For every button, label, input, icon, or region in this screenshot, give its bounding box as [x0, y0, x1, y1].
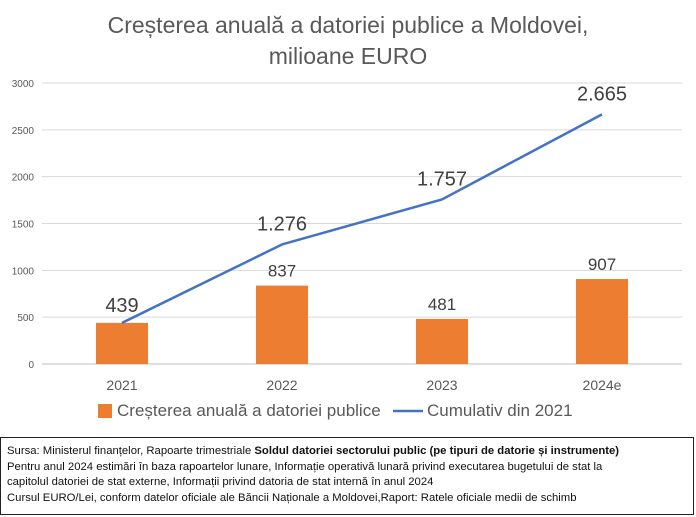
bar-value-label: 907 — [588, 255, 616, 274]
cumulative-line — [121, 113, 603, 325]
chart-area: Creșterea anuală a datoriei publice a Mo… — [0, 10, 696, 420]
note-line-4: Cursul EURO/Lei, conform datelor oficial… — [7, 491, 577, 504]
y-tick-label: 2500 — [12, 126, 35, 137]
y-tick-label: 3000 — [12, 79, 35, 90]
line-value-label: 2.665 — [577, 83, 627, 105]
chart-title: Creșterea anuală a datoriei publice a Mo… — [0, 10, 696, 72]
chart-title-line-2: milioane EURO — [268, 43, 428, 69]
note-line-3: capitolul datoriei de stat externe, Info… — [7, 476, 434, 488]
y-tick-label: 500 — [17, 313, 34, 324]
note-line-1-prefix: Sursa: Ministerul finanțelor, Rapoarte t… — [7, 445, 255, 457]
chart-title-line-1: Creșterea anuală a datoriei publice a Mo… — [107, 12, 589, 38]
legend-label-bar: Creșterea anuală a datoriei publice — [117, 401, 381, 420]
x-category-label: 2024e — [583, 377, 622, 393]
bar-value-label: 837 — [268, 262, 296, 281]
note-line-1: Sursa: Ministerul finanțelor, Rapoarte t… — [7, 444, 689, 460]
x-category-label: 2022 — [266, 377, 297, 393]
bar — [576, 279, 628, 364]
x-category-label: 2023 — [426, 377, 457, 393]
x-category-label: 2021 — [106, 377, 137, 393]
line-value-label: 1.276 — [257, 213, 307, 235]
bar — [256, 285, 308, 364]
note-line-1-bold: Soldul datoriei sectorului public (pe ti… — [254, 445, 620, 457]
bar — [416, 318, 468, 364]
y-tick-label: 2000 — [12, 173, 35, 184]
bar — [96, 322, 148, 364]
chart-plot: 0 500 1000 1500 2000 2500 3000 439 837 481 907 1.27… — [12, 79, 682, 420]
line-value-label: 1.757 — [417, 168, 467, 190]
y-tick-label: 1500 — [12, 220, 35, 231]
bar-value-label: 439 — [105, 295, 138, 317]
y-tick-label: 0 — [28, 360, 34, 371]
note-line-2: Pentru anul 2024 estimări în baza rapoar… — [7, 460, 603, 473]
bar-value-label: 481 — [428, 295, 456, 314]
legend-label-line: Cumulativ din 2021 — [427, 401, 573, 420]
legend-swatch-bar — [98, 404, 112, 418]
source-notes: Sursa: Ministerul finanțelor, Rapoarte t… — [0, 437, 694, 515]
y-tick-label: 1000 — [12, 266, 35, 277]
